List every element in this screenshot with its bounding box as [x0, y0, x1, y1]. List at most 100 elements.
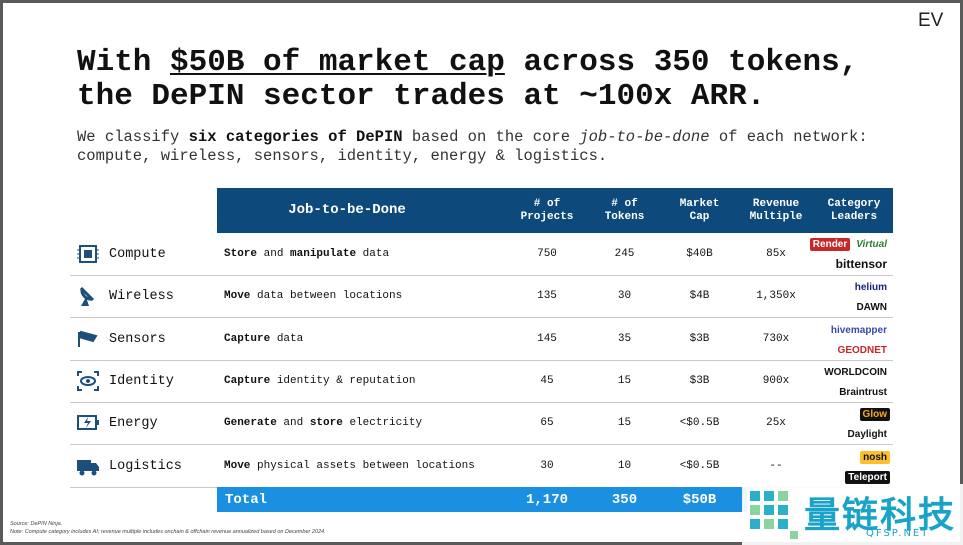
projects: 65: [540, 417, 554, 429]
footnote: Source: DePIN Ninja.: [10, 521, 63, 527]
icon: [77, 460, 99, 476]
title: With $50B of market cap across 350 token…: [77, 46, 858, 114]
header-text: Leaders: [830, 210, 878, 223]
leader-logo: helium: [854, 281, 887, 293]
job-text: Move: [224, 460, 251, 472]
header-text: Revenue: [752, 197, 800, 210]
header-text: # of: [533, 197, 561, 210]
logo: EV: [918, 10, 944, 31]
leader-row: WORLDCOIN: [821, 366, 890, 379]
subtitle-segment: compute, wireless, sensors, identity, en…: [77, 147, 608, 165]
leader-row: Glow: [859, 407, 890, 421]
watermark-text: 量链科技: [804, 495, 957, 536]
title-segment: $50B of market cap: [170, 45, 505, 80]
leader-logo: hivemapper: [830, 324, 887, 336]
total-row: Total 1,170 350 $50B: [217, 487, 747, 512]
projects: 145: [537, 333, 557, 345]
revenue-multiple: 25x: [766, 417, 786, 429]
category: Energy: [109, 415, 158, 431]
header-text: Multiple: [749, 210, 803, 223]
leader-row: Daylight: [845, 428, 890, 441]
leader-row: hivemapper: [828, 324, 890, 337]
table-row: Sensors Capture data 145 35 $3B 730x hivemappe…: [70, 318, 893, 361]
table-row: Identity Capture identity & reputation 45 1…: [70, 360, 893, 403]
leader-row: DAWN: [853, 301, 890, 314]
header-text: # of: [611, 197, 638, 210]
leader-row: Braintrust: [836, 386, 890, 399]
job-cell: Generate and store electricity: [224, 402, 422, 444]
header-text: Cap: [689, 210, 710, 223]
job-cell: Capture identity & reputation: [224, 360, 415, 402]
job-text: and: [276, 417, 310, 429]
job-text: data: [270, 333, 304, 345]
leader-logo: Teleport: [845, 470, 890, 484]
category-icon: [76, 285, 100, 307]
subtitle: We classify six categories of DePIN base…: [77, 128, 868, 166]
leader-row: helium: [852, 281, 890, 294]
job-cell: Move data between locations: [224, 275, 402, 317]
total-tokens: 350: [611, 491, 638, 508]
subtitle-segment: We classify: [77, 128, 189, 146]
leader-logo: Daylight: [847, 428, 887, 440]
job-text: data between locations: [250, 290, 403, 302]
job-cell: Move physical assets between locations: [224, 445, 475, 487]
projects: 30: [540, 460, 554, 472]
header-text: Job-to-be-Done: [288, 202, 406, 218]
tokens: 10: [617, 460, 632, 472]
category: Identity: [109, 373, 174, 389]
watermark-url: QFSP.NET: [866, 528, 930, 539]
leader-logo: Virtual: [856, 238, 887, 250]
job-text: Generate: [224, 417, 277, 429]
tokens: 35: [617, 333, 632, 345]
revenue-multiple: 730x: [762, 333, 790, 345]
leader-logo: Glow: [859, 407, 890, 421]
footnotes: Source: DePIN Ninja. Note: Compute catego…: [10, 520, 326, 536]
job-text: Capture: [224, 375, 271, 387]
leaders: WORLDCOIN Braintrust: [798, 362, 890, 402]
category-icon: [76, 412, 100, 434]
header-text: Market: [679, 197, 720, 210]
leader-logo: GEODNET: [837, 344, 887, 356]
title-segment: With: [77, 45, 171, 80]
category-icon: [76, 455, 100, 477]
job-text: Capture: [224, 333, 271, 345]
category-icon: [76, 370, 100, 392]
job-text: Move: [224, 290, 251, 302]
leader-row: Teleport: [845, 470, 890, 484]
title-line: With $50B of market cap across 350 token…: [77, 46, 858, 80]
leader-logo: WORLDCOIN: [824, 366, 887, 378]
subtitle-line: compute, wireless, sensors, identity, en…: [77, 147, 868, 166]
revenue-multiple: 900x: [762, 375, 790, 387]
job-text: physical assets between locations: [250, 460, 475, 472]
market-cap: $4B: [689, 290, 710, 302]
table-row: Energy Generate and store electricity 65 15…: [70, 402, 893, 445]
leader-logo: Render: [809, 237, 851, 251]
subtitle-line: We classify six categories of DePIN base…: [77, 128, 868, 147]
total-label: Total: [225, 491, 268, 508]
icon: [77, 415, 99, 430]
leader-logo: Braintrust: [839, 386, 887, 398]
category: Compute: [109, 246, 166, 262]
market-cap: $40B: [686, 248, 713, 260]
market-cap: $3B: [689, 375, 710, 387]
job-cell: Capture data: [224, 318, 303, 360]
tokens: 30: [617, 290, 632, 302]
revenue-multiple: 85x: [766, 248, 786, 260]
total-market-cap: $50B: [682, 491, 717, 508]
table-row: Compute Store and manipulate data 750 245 $4…: [70, 233, 893, 276]
category: Logistics: [109, 458, 182, 474]
job-text: identity & reputation: [270, 375, 416, 387]
title-segment: the DePIN sector trades at ~100x ARR.: [77, 79, 766, 114]
tokens: 15: [617, 375, 632, 387]
job-text: manipulate: [290, 248, 357, 260]
revenue-multiple: --: [769, 460, 783, 472]
job-text: electricity: [342, 417, 423, 429]
leaders: nosh Teleport: [798, 447, 890, 487]
category-icon: [76, 243, 100, 265]
job-text: and: [257, 248, 291, 260]
projects: 45: [540, 375, 554, 387]
job-text: Store: [224, 248, 258, 260]
header-text: Tokens: [604, 210, 645, 223]
category: Wireless: [109, 288, 174, 304]
